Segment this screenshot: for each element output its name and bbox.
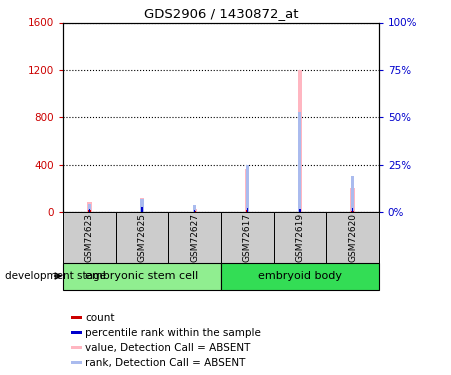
Bar (168, 212, 221, 262)
Bar (247, 208, 248, 212)
Bar (299, 209, 301, 212)
Bar (140, 198, 144, 212)
Bar (193, 205, 196, 212)
Bar (221, 262, 379, 290)
Bar (352, 208, 353, 212)
Bar (71, 316, 82, 320)
Bar (63, 212, 116, 262)
Text: development stage: development stage (5, 271, 106, 281)
Text: embryoid body: embryoid body (258, 271, 342, 281)
Text: embryonic stem cell: embryonic stem cell (85, 271, 199, 281)
Bar (71, 361, 82, 364)
Bar (194, 210, 195, 212)
Bar (351, 176, 354, 212)
Text: GSM72617: GSM72617 (243, 213, 252, 262)
Text: GSM72627: GSM72627 (190, 213, 199, 262)
Text: GSM72625: GSM72625 (138, 213, 147, 262)
Bar (71, 331, 82, 334)
Title: GDS2906 / 1430872_at: GDS2906 / 1430872_at (144, 7, 298, 20)
Bar (141, 207, 143, 212)
Bar (87, 202, 92, 212)
Bar (71, 346, 82, 350)
Bar (298, 70, 302, 212)
Text: percentile rank within the sample: percentile rank within the sample (85, 328, 261, 338)
Text: rank, Detection Call = ABSENT: rank, Detection Call = ABSENT (85, 358, 246, 368)
Bar (63, 262, 221, 290)
Bar (221, 212, 274, 262)
Bar (193, 211, 196, 212)
Text: GSM72623: GSM72623 (85, 213, 94, 262)
Bar (89, 209, 90, 212)
Bar (88, 204, 91, 212)
Bar (245, 169, 249, 212)
Bar (246, 165, 249, 212)
Text: value, Detection Call = ABSENT: value, Detection Call = ABSENT (85, 343, 251, 353)
Bar (88, 210, 91, 212)
Bar (350, 188, 354, 212)
Text: GSM72620: GSM72620 (348, 213, 357, 262)
Text: GSM72619: GSM72619 (295, 213, 304, 262)
Bar (141, 210, 143, 212)
Bar (326, 212, 379, 262)
Bar (116, 212, 168, 262)
Text: count: count (85, 313, 115, 323)
Bar (299, 111, 301, 212)
Bar (299, 210, 301, 212)
Bar (141, 199, 144, 212)
Bar (351, 211, 354, 212)
Bar (193, 209, 197, 212)
Bar (274, 212, 326, 262)
Bar (246, 210, 249, 212)
